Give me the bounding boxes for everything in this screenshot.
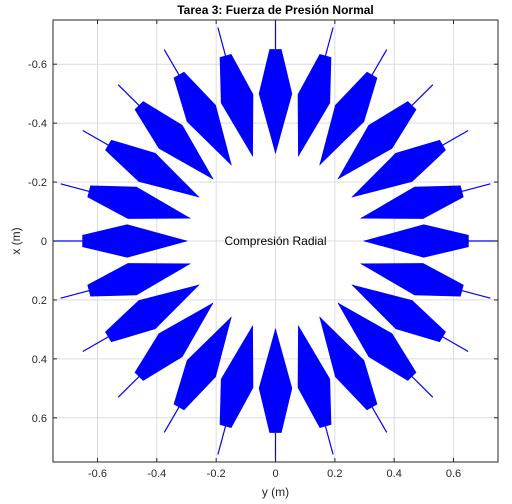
pressure-arrow [163, 316, 232, 433]
pressure-arrow [53, 224, 189, 258]
pressure-arrow [360, 183, 491, 219]
pressure-arrow [351, 129, 469, 198]
pressure-arrow [60, 183, 191, 219]
pressure-arrow [163, 49, 232, 166]
x-tick-label: -0.4 [147, 468, 166, 480]
x-tick-label: 0 [272, 468, 278, 480]
pressure-arrow [217, 27, 254, 158]
pressure-arrow [360, 263, 491, 299]
pressure-arrow [82, 129, 200, 198]
pressure-arrow [258, 20, 293, 155]
pressure-arrow [117, 84, 214, 180]
y-tick-label: 0.6 [32, 413, 47, 425]
chart-title: Tarea 3: Fuerza de Presión Normal [177, 3, 374, 17]
pressure-arrow [337, 302, 434, 398]
y-tick-labels: -0.6 -0.4 -0.2 0 0.2 0.4 0.6 [28, 59, 498, 425]
y-tick-label: 0.4 [32, 354, 47, 366]
x-tick-label: -0.6 [88, 468, 107, 480]
pressure-arrow [337, 84, 434, 180]
pressure-arrow [117, 302, 214, 398]
arrow-field [53, 20, 498, 462]
y-tick-label: -0.2 [28, 177, 47, 189]
pressure-arrow [297, 324, 334, 455]
pressure-arrow [319, 49, 388, 166]
x-tick-label: 0.4 [387, 468, 402, 480]
annotation-label: Compresión Radial [224, 234, 326, 248]
y-tick-label: -0.6 [28, 59, 47, 71]
x-axis-label: y (m) [262, 485, 289, 499]
pressure-arrow [60, 263, 191, 299]
pressure-arrow [319, 316, 388, 433]
x-tick-label: 0.6 [446, 468, 461, 480]
x-tick-label: 0.2 [327, 468, 342, 480]
pressure-arrow [82, 284, 200, 353]
x-tick-labels: -0.6 -0.4 -0.2 0 0.2 0.4 0.6 [88, 20, 461, 480]
y-tick-label: -0.4 [28, 118, 47, 130]
y-tick-label: 0 [41, 236, 47, 248]
pressure-arrow [258, 327, 293, 462]
pressure-arrow [217, 324, 254, 455]
pressure-arrow [297, 27, 334, 158]
pressure-arrow [362, 224, 498, 258]
pressure-arrow [351, 284, 469, 353]
x-tick-label: -0.2 [207, 468, 226, 480]
y-axis-label: x (m) [9, 227, 23, 254]
y-tick-label: 0.2 [32, 295, 47, 307]
